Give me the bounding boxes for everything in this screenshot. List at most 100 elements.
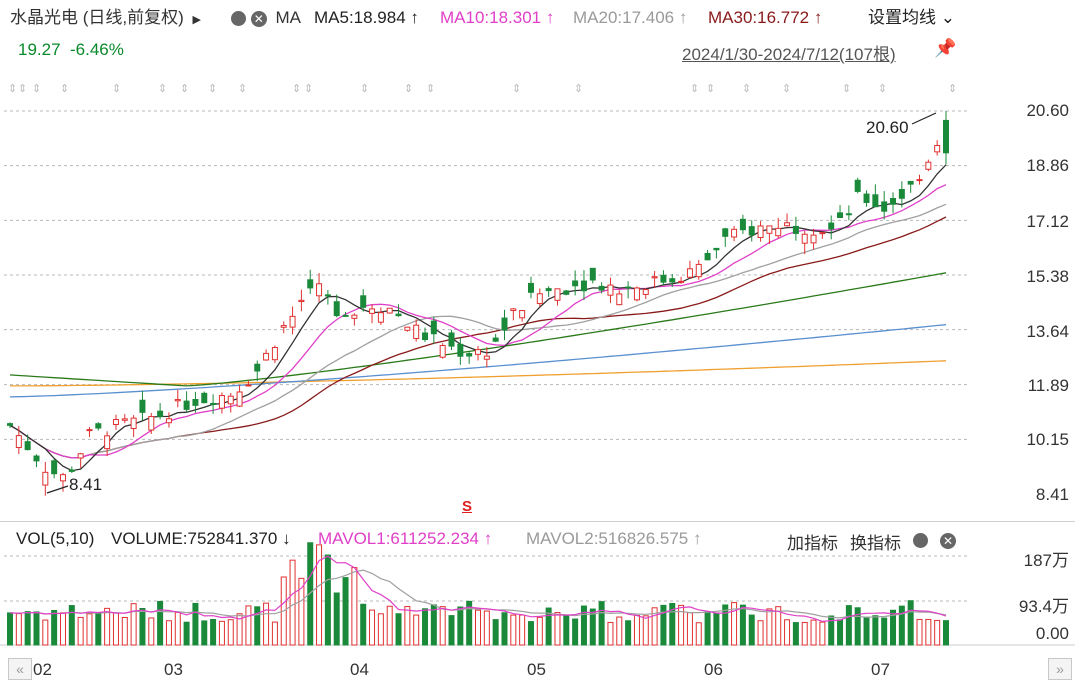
candle-body — [15, 435, 22, 449]
volume-bar — [501, 612, 508, 646]
pin-icon[interactable]: 📌 — [934, 38, 957, 58]
volume-bar — [377, 613, 384, 646]
volume-bar — [748, 614, 755, 646]
candle-body — [95, 423, 102, 429]
y-tick: 15.38 — [1026, 267, 1069, 286]
candle-body — [916, 179, 923, 182]
volume-bar — [837, 619, 844, 646]
ma5-value: MA5:18.984 ↑ — [314, 8, 419, 27]
candle-body — [837, 212, 844, 219]
volume-bar — [7, 612, 13, 646]
volume-bar — [907, 600, 914, 646]
candle-body — [466, 353, 473, 357]
candle-body — [130, 417, 137, 430]
volume-bar — [77, 616, 84, 646]
volume-bar — [254, 606, 261, 646]
last-price: 19.27 -6.46% — [18, 40, 124, 59]
volume-bar — [192, 602, 199, 646]
volume-bar — [386, 605, 393, 646]
y-tick: 17.12 — [1026, 212, 1069, 231]
add-indicator-button[interactable]: 加指标 — [787, 534, 838, 553]
volume-bar — [289, 559, 296, 646]
candle-body — [492, 337, 499, 342]
candle-body — [580, 280, 587, 292]
candle-body — [369, 308, 376, 314]
volume-bar — [934, 619, 941, 646]
candle-body — [430, 320, 437, 335]
volume-bar — [68, 605, 75, 646]
scroll-right-button[interactable]: » — [1048, 658, 1072, 680]
candle-body — [254, 363, 261, 372]
stock-title[interactable]: 水晶光电 (日线,前复权) ▶ — [10, 6, 201, 30]
volume-bar — [713, 612, 720, 646]
volume-bar — [457, 606, 464, 646]
candle-body — [377, 312, 384, 323]
volume-bar — [757, 620, 764, 646]
candle-body — [51, 460, 58, 475]
candle-body — [943, 119, 949, 154]
candle-body — [218, 395, 225, 409]
candle-body — [572, 280, 579, 287]
volume-bar — [642, 615, 649, 646]
volume-bar — [660, 604, 667, 646]
scroll-left-button[interactable]: « — [8, 658, 32, 680]
candle-body — [501, 317, 508, 331]
ma-close-icon[interactable]: ✕ — [250, 10, 267, 27]
candle-body — [448, 332, 455, 347]
candle-body — [686, 268, 693, 278]
x-tick: 06 — [704, 660, 723, 679]
event-marker-icon: ⇕ — [842, 82, 851, 95]
volume-bar — [130, 603, 137, 646]
candle-body — [289, 315, 296, 328]
candle-body — [563, 290, 570, 295]
ma-settings-button[interactable]: 设置均线 ⌄ — [868, 8, 955, 27]
volume-bar — [625, 620, 632, 646]
volume-bar — [881, 617, 888, 646]
volume-bar — [483, 610, 490, 646]
event-marker-icon: ⇕ — [426, 82, 435, 95]
candle-body — [651, 276, 658, 279]
candle-body — [722, 228, 729, 237]
volume-close-icon[interactable]: ✕ — [940, 530, 956, 550]
y-tick: 18.86 — [1026, 156, 1069, 175]
event-marker-icon: ⇕ — [208, 82, 217, 95]
candle-body — [360, 295, 367, 308]
candle-body — [598, 285, 605, 291]
candle-body — [872, 194, 879, 208]
volume-bar — [351, 567, 358, 646]
candle-body — [121, 418, 128, 421]
volume-bar — [174, 611, 181, 646]
volume-bar — [572, 618, 579, 646]
event-marker-icon: ⇕ — [878, 82, 887, 95]
volume-bar — [607, 621, 614, 646]
candle-body — [104, 435, 111, 450]
x-tick: 05 — [527, 660, 546, 679]
candle-body — [713, 247, 720, 251]
ma-settings-gear-icon[interactable] — [231, 11, 246, 27]
candle-body — [475, 349, 481, 355]
volume-bar — [227, 619, 234, 646]
volume-bar — [792, 622, 799, 646]
event-marker-icon: ⇕ — [32, 82, 41, 95]
date-range[interactable]: 2024/1/30-2024/7/12(107根) — [682, 45, 896, 64]
candle-body — [536, 293, 543, 304]
candle-body — [86, 429, 93, 432]
volume-bar — [245, 605, 252, 646]
play-icon[interactable]: ▶ — [192, 14, 201, 26]
candle-body — [589, 267, 596, 281]
volume-bar — [519, 614, 526, 646]
volume-bar — [801, 621, 808, 646]
volume-bar — [545, 607, 552, 646]
switch-indicator-button[interactable]: 换指标 — [850, 534, 901, 553]
volume-bar — [563, 615, 570, 646]
candle-body — [245, 384, 252, 387]
candle-body — [757, 225, 764, 239]
volume-settings-gear-icon[interactable] — [913, 530, 928, 550]
candle-body — [704, 252, 711, 261]
volume-bar — [112, 612, 119, 646]
candle-body — [77, 453, 84, 459]
event-marker-icon: ⇕ — [948, 82, 957, 95]
volume-value: VOLUME:752841.370 ↓ — [111, 529, 291, 548]
volume-bar — [722, 604, 729, 646]
